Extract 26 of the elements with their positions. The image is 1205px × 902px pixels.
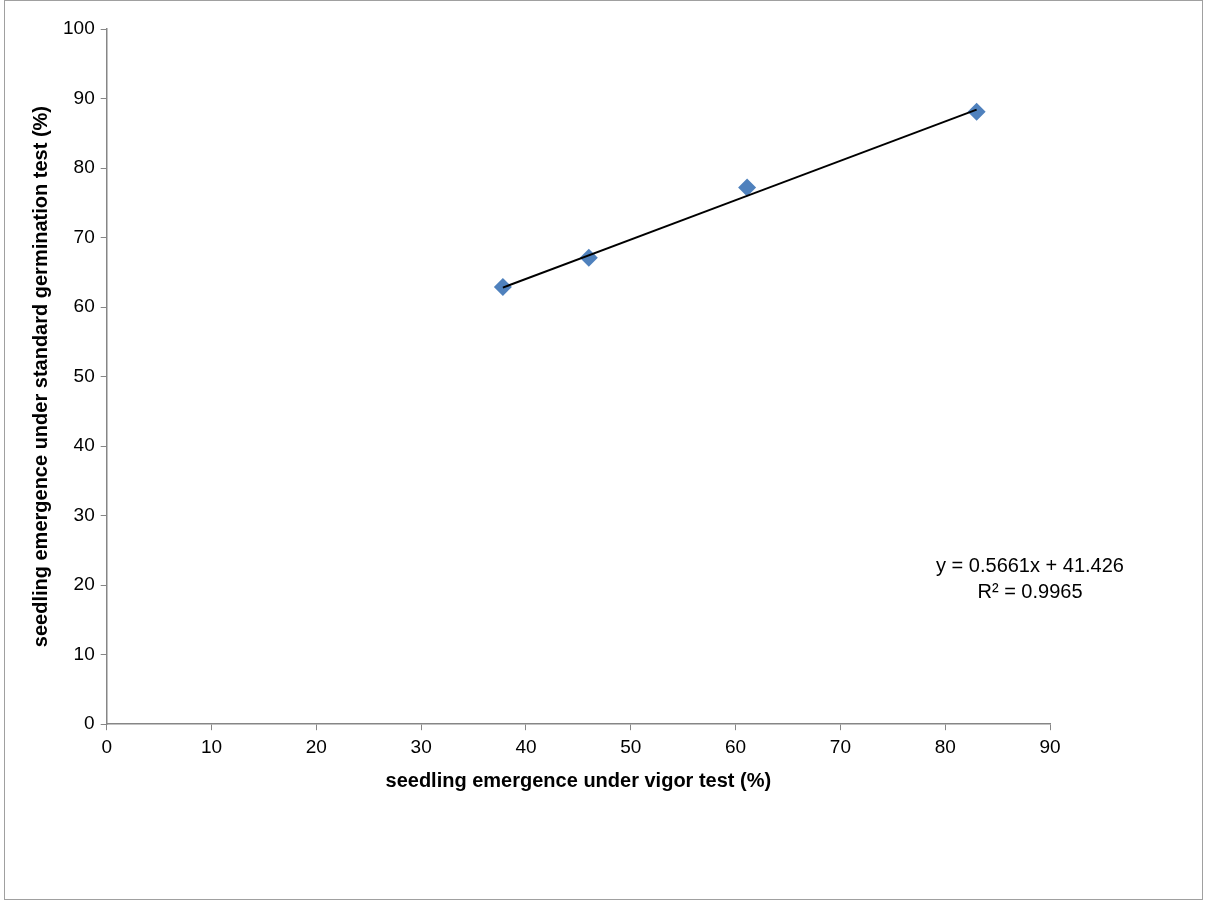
y-axis-title: seedling emergence under standard germination test (%) xyxy=(28,105,51,648)
y-tick-label: 90 xyxy=(73,86,95,108)
x-tick-label: 10 xyxy=(200,735,223,757)
x-tick-label: 60 xyxy=(725,735,747,757)
x-tick-label: 50 xyxy=(620,735,642,757)
y-tick-label: 0 xyxy=(84,712,95,734)
y-tick-label: 20 xyxy=(73,573,95,595)
y-tick-label: 50 xyxy=(73,364,95,386)
y-tick-label: 70 xyxy=(73,225,95,247)
x-tick-label: 80 xyxy=(934,735,956,757)
x-tick-label: 20 xyxy=(305,735,327,757)
x-tick-label: 40 xyxy=(515,735,537,757)
x-axis-title: seedling emergence under vigor test (%) xyxy=(385,768,772,791)
x-tick-label: 70 xyxy=(829,735,851,757)
y-tick-label: 100 xyxy=(63,17,95,39)
point xyxy=(493,277,512,296)
x-tick-label: 30 xyxy=(410,735,432,757)
point xyxy=(738,178,757,197)
y-tick-label: 30 xyxy=(73,503,95,525)
y-tick-label: 40 xyxy=(73,434,95,456)
y-tick-label: 60 xyxy=(73,295,95,317)
x-tick-label: 0 xyxy=(101,735,112,757)
y-tick-label: 10 xyxy=(73,642,95,664)
x-tick-label: 90 xyxy=(1039,735,1061,757)
annotation: y = 0.5661x + 41.426 R² = 0.9965 xyxy=(936,554,1124,603)
y-tick-label: 80 xyxy=(73,156,95,178)
